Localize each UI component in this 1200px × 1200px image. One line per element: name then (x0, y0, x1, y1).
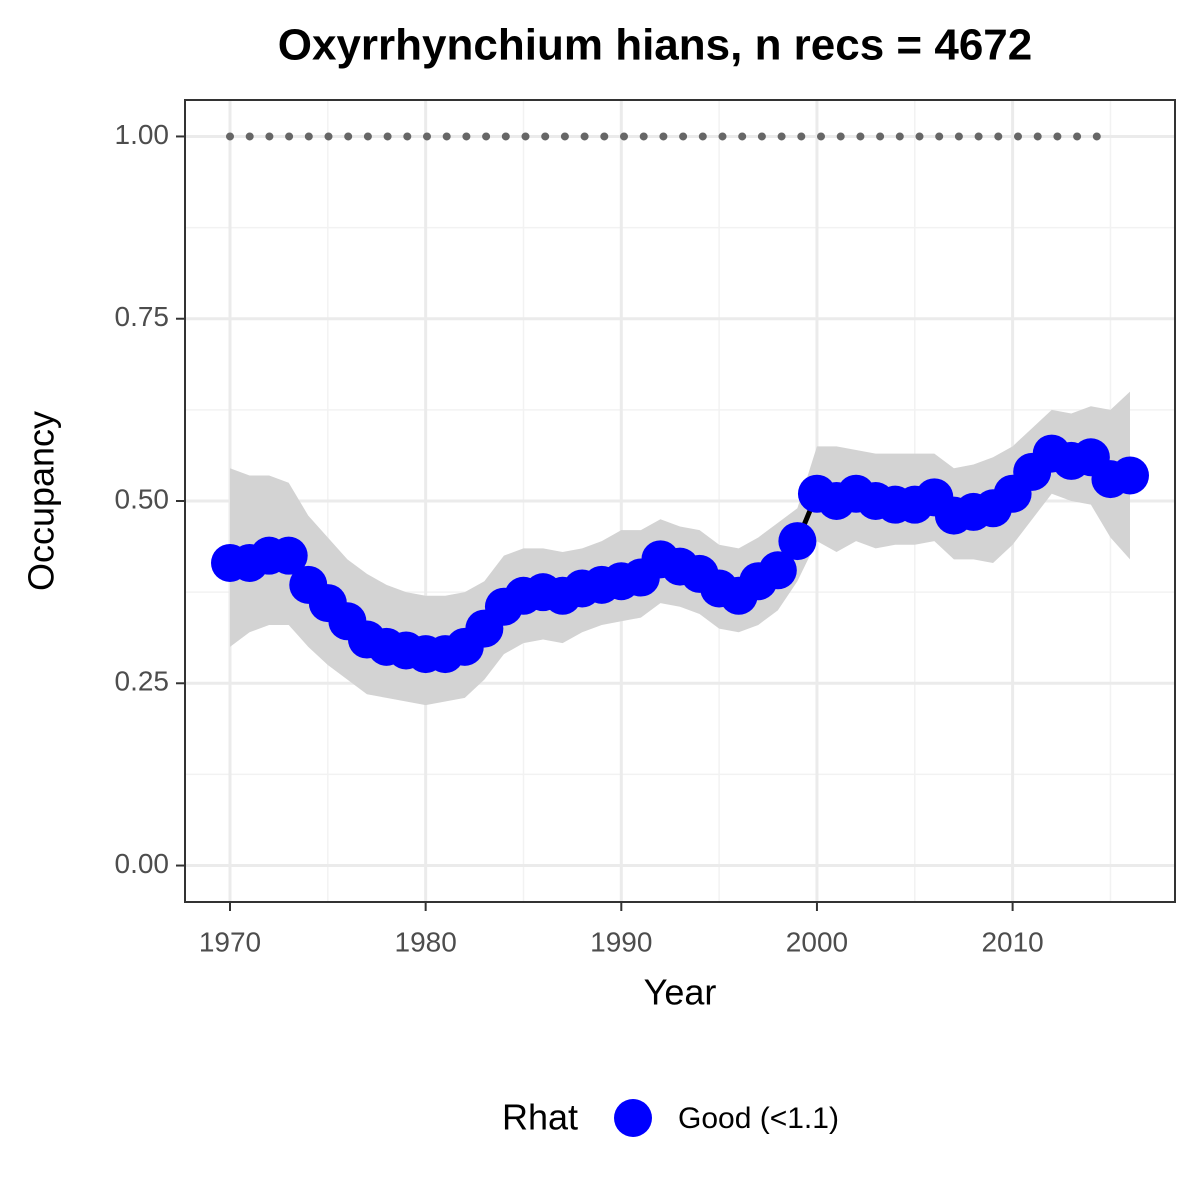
x-tick-label: 2010 (981, 926, 1043, 957)
y-tick-label: 0.75 (115, 301, 170, 332)
point (269, 536, 308, 575)
y-axis-label: Occupancy (21, 411, 62, 591)
plot-border (184, 99, 1176, 903)
legend-marker (614, 1099, 652, 1137)
x-tick-label: 1990 (590, 926, 652, 957)
y-tick-label: 0.25 (115, 666, 170, 697)
point (778, 522, 817, 561)
chart-title: Oxyrrhynchium hians, n recs = 4672 (278, 21, 1032, 70)
x-tick-label: 1980 (395, 926, 457, 957)
x-tick-label: 2000 (786, 926, 848, 957)
point (1111, 456, 1149, 495)
y-tick-label: 0.00 (115, 848, 170, 879)
x-tick-label: 1970 (199, 926, 261, 957)
point (758, 551, 797, 590)
y-tick-label: 1.00 (115, 119, 170, 150)
legend-label: Good (<1.1) (678, 1102, 839, 1135)
x-axis-label: Year (644, 972, 717, 1013)
y-tick-label: 0.50 (115, 483, 170, 514)
legend-title: Rhat (502, 1097, 578, 1138)
